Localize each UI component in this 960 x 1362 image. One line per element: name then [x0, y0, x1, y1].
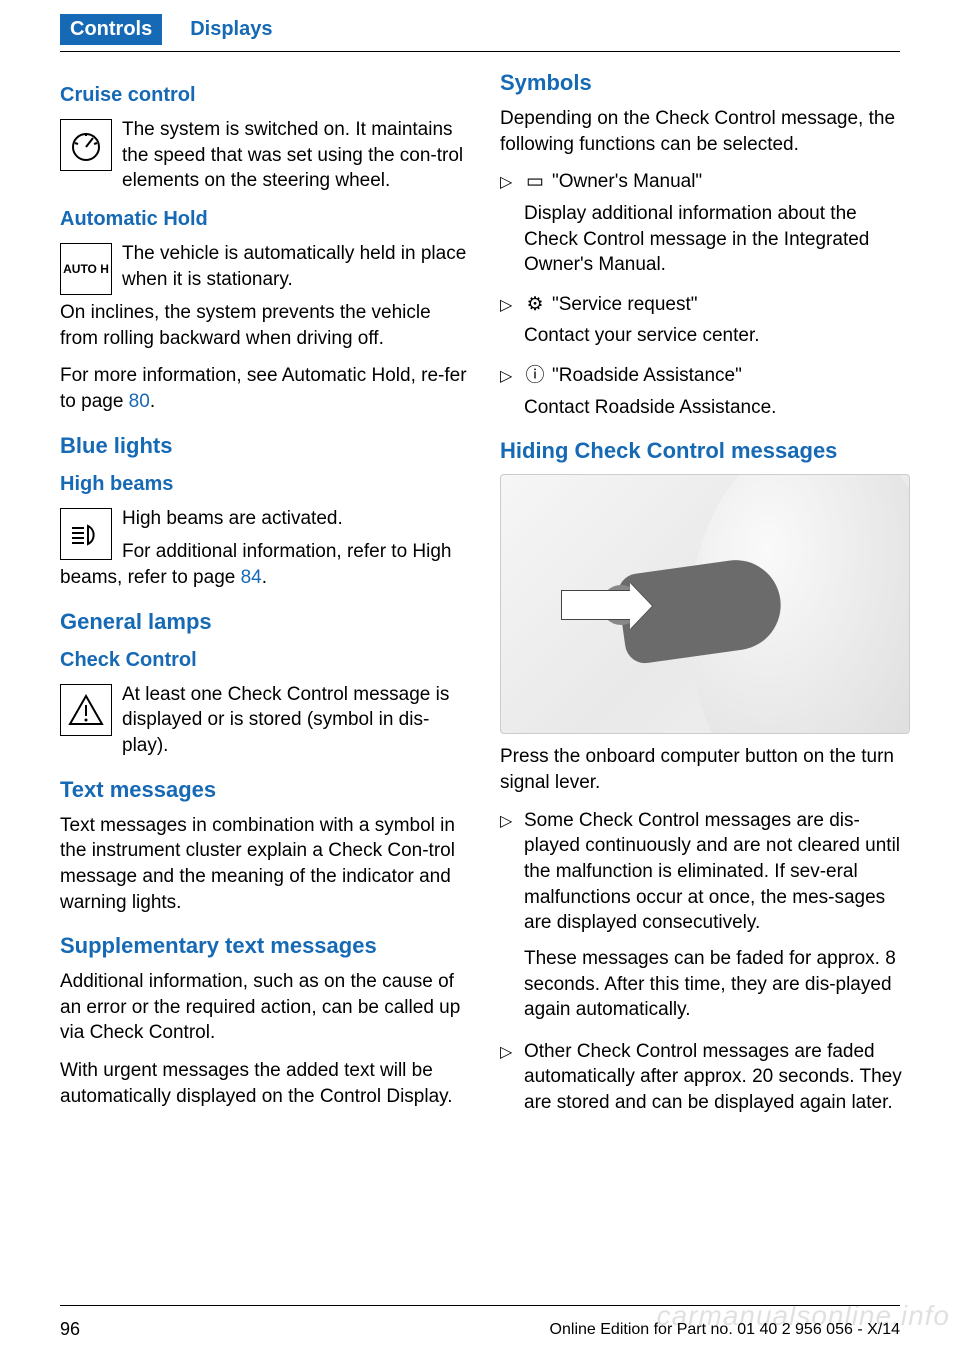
symbol-label-1: "Service request": [552, 294, 698, 315]
heading-text-messages: Text messages: [60, 777, 470, 803]
high-beams-block: High beams are activated. For additional…: [60, 506, 470, 591]
heading-check-control: Check Control: [60, 649, 470, 672]
heading-high-beams: High beams: [60, 473, 470, 496]
assistance-icon: ⓘ: [524, 363, 546, 389]
autohold-p3: For more information, see Automatic Hold…: [60, 363, 470, 414]
autohold-p3b: .: [150, 391, 155, 412]
supp-p1: Additional information, such as on the c…: [60, 969, 470, 1046]
cruise-control-block: The system is switched on. It maintains …: [60, 117, 470, 194]
autohold-p2: On inclines, the system prevents the veh…: [60, 302, 431, 349]
watermark: carmanualsonline.info: [657, 1300, 950, 1332]
bullet-icon: ▷: [500, 169, 524, 195]
speedometer-icon: [60, 119, 112, 171]
symbol-label-2: "Roadside Assistance": [552, 365, 742, 386]
heading-symbols: Symbols: [500, 70, 910, 96]
auto-h-icon: AUTO H: [60, 243, 112, 295]
hiding-0-p2: These messages can be faded for approx. …: [524, 946, 910, 1023]
heading-general-lamps: General lamps: [60, 609, 470, 635]
heading-supplementary: Supplementary text messages: [60, 933, 470, 959]
symbol-sub-2: Contact Roadside Assistance.: [524, 395, 910, 421]
tab-displays[interactable]: Displays: [180, 14, 282, 45]
supp-p2: With urgent messages the added text will…: [60, 1058, 470, 1109]
left-column: Cruise control The system is switched on…: [60, 70, 470, 1122]
hiding-item-0: ▷ Some Check Control messages are dis‐pl…: [500, 808, 910, 1023]
autohold-block: AUTO H The vehicle is automatically held…: [60, 241, 470, 352]
symbol-item-owners-manual: ▷ ▭ "Owner's Manual": [500, 169, 910, 195]
bullet-icon: ▷: [500, 292, 524, 318]
text-messages-p1: Text messages in combination with a symb…: [60, 813, 470, 916]
heading-blue-lights: Blue lights: [60, 433, 470, 459]
symbol-sub-1: Contact your service center.: [524, 323, 910, 349]
autohold-p3a: For more information, see Automatic Hold…: [60, 365, 467, 412]
check-control-block: At least one Check Control message is di…: [60, 682, 470, 759]
check-control-p1: At least one Check Control message is di…: [122, 684, 449, 756]
turn-signal-lever-image: [500, 474, 910, 734]
tab-controls[interactable]: Controls: [60, 14, 162, 45]
header-tabs: Controls Displays: [0, 0, 960, 45]
high-beams-p1: High beams are activated.: [122, 508, 343, 529]
page-link-80[interactable]: 80: [129, 391, 150, 412]
bullet-icon: ▷: [500, 363, 524, 389]
hiding-caption: Press the onboard computer button on the…: [500, 744, 910, 795]
page-content: Cruise control The system is switched on…: [0, 52, 960, 1122]
symbol-sub-0: Display additional information about the…: [524, 201, 910, 278]
page-link-84[interactable]: 84: [241, 567, 262, 588]
cruise-control-text: The system is switched on. It maintains …: [122, 119, 463, 191]
warning-triangle-icon: [60, 684, 112, 736]
book-icon: ▭: [524, 169, 546, 195]
heading-hiding-check-control: Hiding Check Control messages: [500, 438, 910, 464]
hiding-1-p1: Other Check Control messages are faded a…: [524, 1039, 910, 1116]
bullet-icon: ▷: [500, 808, 524, 1023]
symbols-intro: Depending on the Check Control message, …: [500, 106, 910, 157]
page-number: 96: [60, 1319, 80, 1340]
hiding-0-p1: Some Check Control messages are dis‐play…: [524, 808, 910, 936]
heading-automatic-hold: Automatic Hold: [60, 208, 470, 231]
bullet-icon: ▷: [500, 1039, 524, 1116]
wrench-icon: ⚙: [524, 292, 546, 318]
autohold-p1: The vehicle is automatically held in pla…: [122, 243, 466, 290]
high-beams-p2b: .: [262, 567, 267, 588]
symbol-item-roadside: ▷ ⓘ "Roadside Assistance": [500, 363, 910, 389]
hiding-item-1: ▷ Other Check Control messages are faded…: [500, 1039, 910, 1116]
symbol-label-0: "Owner's Manual": [552, 171, 702, 192]
heading-cruise-control: Cruise control: [60, 84, 470, 107]
high-beam-icon: [60, 508, 112, 560]
right-column: Symbols Depending on the Check Control m…: [500, 70, 910, 1122]
symbol-item-service-request: ▷ ⚙ "Service request": [500, 292, 910, 318]
